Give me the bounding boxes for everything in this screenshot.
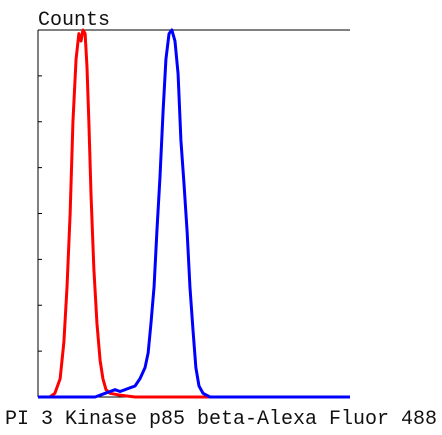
- y-axis-label: Counts: [38, 9, 110, 32]
- x-axis-label: PI 3 Kinase p85 beta-Alexa Fluor 488: [5, 408, 437, 431]
- histogram-line: [38, 28, 350, 399]
- histogram-line: [38, 28, 350, 399]
